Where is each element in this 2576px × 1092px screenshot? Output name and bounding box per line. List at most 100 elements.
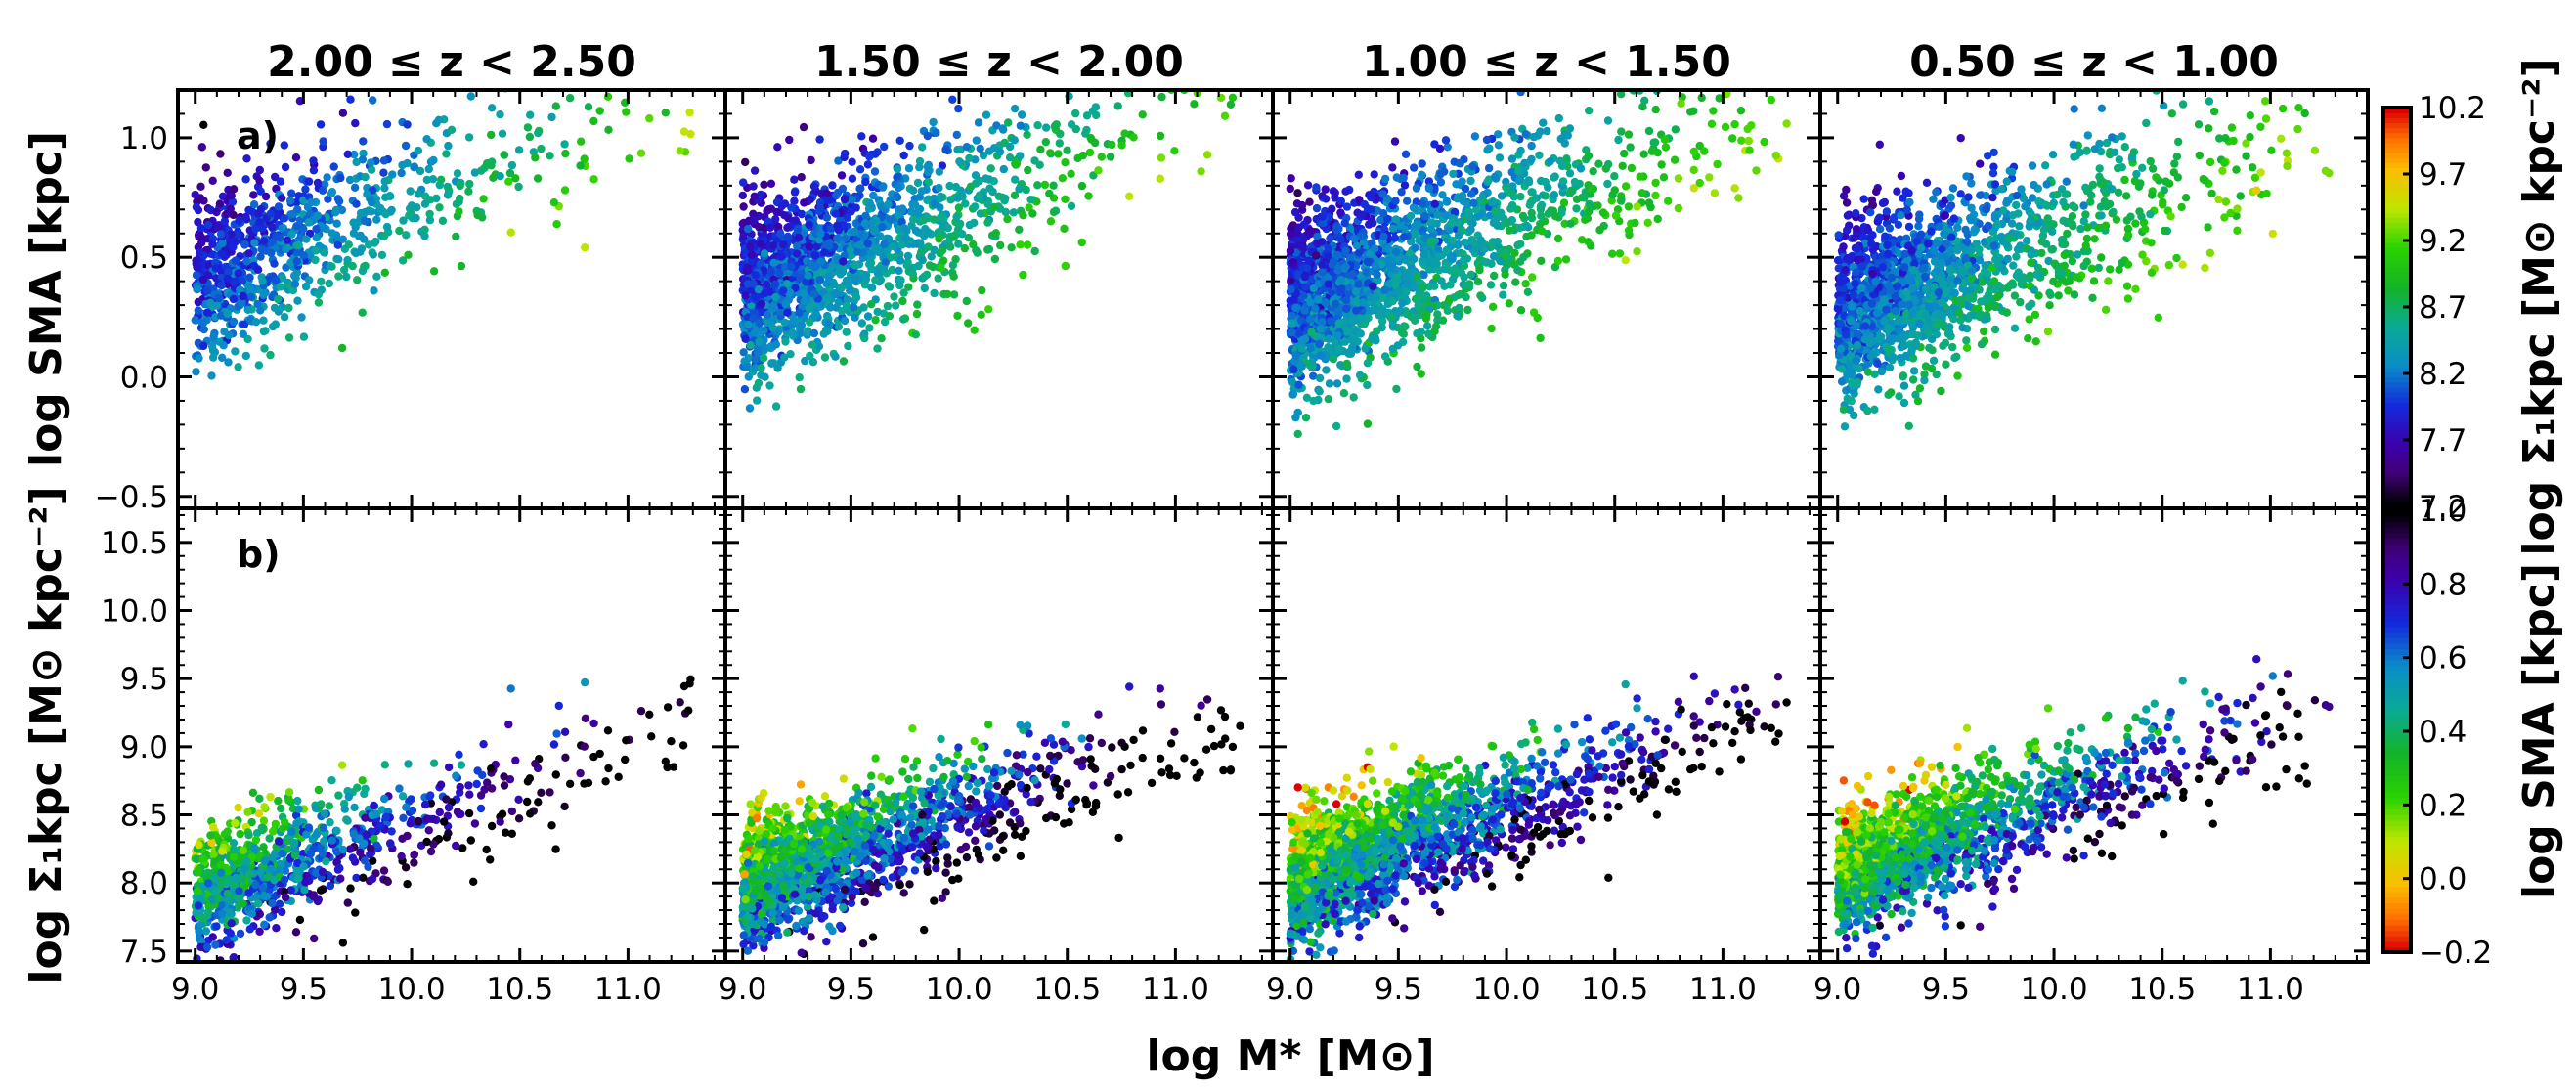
scatter-point: [1491, 207, 1500, 216]
scatter-point: [1468, 162, 1477, 171]
scatter-point: [1494, 130, 1503, 139]
scatter-point: [192, 368, 200, 376]
scatter-point: [827, 262, 836, 271]
scatter-points: [738, 65, 1238, 413]
scatter-point: [1419, 270, 1428, 280]
scatter-point: [952, 212, 961, 221]
scatter-point: [1378, 190, 1387, 198]
scatter-point: [1524, 177, 1534, 187]
scatter-point: [1294, 380, 1303, 389]
scatter-point: [783, 308, 792, 317]
scatter-point: [506, 228, 515, 237]
scatter-point: [780, 318, 789, 327]
scatter-point: [533, 174, 543, 183]
scatter-point: [812, 242, 821, 251]
scatter-point: [1527, 141, 1536, 151]
scatter-point: [1293, 189, 1302, 197]
scatter-point: [1637, 189, 1647, 197]
scatter-point: [1193, 65, 1201, 72]
scatter-point: [1494, 141, 1504, 150]
scatter-point: [783, 223, 792, 232]
scatter-point: [979, 151, 988, 160]
scatter-point: [867, 283, 876, 292]
scatter-point: [1129, 133, 1138, 142]
scatter-point: [1433, 210, 1442, 219]
scatter-point: [249, 200, 259, 209]
scatter-point: [1588, 185, 1596, 194]
scatter-point: [1736, 107, 1746, 115]
scatter-point: [1016, 121, 1026, 130]
scatter-point: [1371, 262, 1380, 271]
scatter-point: [1576, 164, 1586, 173]
scatter-point: [895, 136, 904, 145]
scatter-point: [198, 318, 208, 328]
scatter-point: [1568, 187, 1577, 196]
scatter-point: [292, 248, 302, 257]
scatter-point: [196, 248, 204, 257]
scatter-point: [771, 340, 781, 349]
scatter-point: [861, 271, 871, 280]
scatter-point: [1298, 335, 1307, 345]
scatter-point: [1526, 198, 1535, 207]
scatter-point: [622, 108, 631, 116]
scatter-point: [1657, 160, 1666, 169]
scatter-point: [1033, 121, 1042, 130]
scatter-point: [1434, 252, 1444, 261]
scatter-point: [465, 179, 474, 189]
scatter-point: [897, 204, 907, 213]
scatter-point: [739, 202, 748, 211]
scatter-point: [440, 115, 449, 124]
scatter-point: [1316, 325, 1326, 333]
scatter-point: [415, 166, 425, 176]
scatter-point: [897, 217, 906, 227]
scatter-point: [923, 196, 932, 205]
scatter-point: [948, 261, 958, 270]
scatter-point: [194, 217, 202, 227]
scatter-point: [197, 239, 206, 247]
scatter-point: [201, 163, 210, 172]
scatter-point: [1401, 255, 1411, 264]
scatter-point: [217, 249, 226, 258]
scatter-point: [1483, 188, 1492, 197]
scatter-point: [984, 305, 993, 314]
scatter-point: [1309, 371, 1318, 380]
scatter-point: [1516, 240, 1525, 248]
scatter-point: [905, 141, 914, 151]
scatter-point: [1516, 306, 1526, 315]
scatter-point: [1649, 138, 1658, 147]
scatter-point: [916, 248, 926, 257]
scatter-point: [739, 232, 748, 241]
scatter-point: [1302, 393, 1312, 402]
scatter-point: [1352, 306, 1361, 315]
scatter-point: [372, 215, 381, 224]
scatter-point: [447, 125, 457, 134]
scatter-point: [663, 61, 671, 68]
scatter-point: [842, 276, 851, 285]
scatter-point: [363, 190, 371, 198]
scatter-point: [763, 310, 772, 320]
scatter-point: [1030, 246, 1039, 256]
scatter-point: [1392, 384, 1401, 394]
scatter-point: [377, 250, 387, 260]
scatter-point: [217, 230, 226, 239]
scatter-point: [1535, 151, 1544, 159]
scatter-point: [911, 226, 921, 235]
scatter-point: [301, 185, 310, 194]
scatter-point: [1454, 240, 1463, 249]
scatter-point: [1664, 197, 1673, 205]
scatter-point: [278, 224, 286, 233]
scatter-point: [1388, 224, 1398, 233]
scatter-point: [1084, 192, 1093, 200]
scatter-point: [954, 104, 963, 113]
scatter-point: [1565, 169, 1575, 178]
scatter-point: [380, 232, 389, 240]
scatter-point: [1190, 100, 1199, 109]
scatter-point: [1516, 192, 1525, 201]
scatter-point: [1352, 241, 1362, 250]
scatter-point: [741, 157, 750, 167]
scatter-point: [487, 130, 496, 140]
scatter-point: [837, 171, 847, 180]
scatter-point: [873, 268, 882, 278]
scatter-point: [1570, 177, 1580, 187]
scatter-point: [806, 318, 814, 327]
